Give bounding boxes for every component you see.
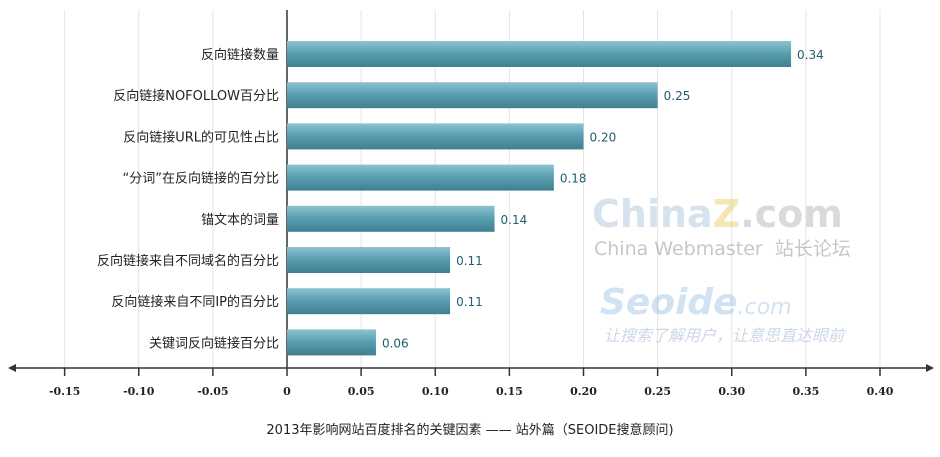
x-tick-label: 0.05 xyxy=(348,385,375,398)
category-label: 关键词反向链接百分比 xyxy=(149,335,279,351)
category-label: “分词”在反向链接的百分比 xyxy=(123,171,279,187)
bar xyxy=(287,123,584,150)
data-label: 0.14 xyxy=(501,213,528,227)
bar xyxy=(287,82,658,109)
data-label: 0.34 xyxy=(797,48,824,62)
x-tick-label: -0.15 xyxy=(49,385,80,398)
chinaz-watermark-sub: China Webmaster 站长论坛 xyxy=(594,238,851,260)
x-tick-label: 0 xyxy=(283,385,291,398)
category-label: 反向链接URL的可见性占比 xyxy=(123,129,279,145)
data-label: 0.20 xyxy=(590,130,617,144)
bar xyxy=(287,247,451,273)
x-tick-label: 0.10 xyxy=(422,385,449,398)
x-tick-label: 0.35 xyxy=(792,385,819,398)
seoide-watermark: Seoide.com xyxy=(600,282,792,323)
x-tick-label: -0.10 xyxy=(123,385,155,398)
data-label: 0.06 xyxy=(382,336,409,350)
x-axis-right-arrow xyxy=(926,364,934,372)
chart-title: 2013年影响网站百度排名的关键因素 —— 站外篇（SEOIDE搜意顾问) xyxy=(266,423,674,438)
category-label: 锚文本的词量 xyxy=(201,212,279,228)
x-tick-label: -0.05 xyxy=(197,385,228,398)
bar xyxy=(287,288,451,315)
x-tick-label: 0.15 xyxy=(496,385,523,398)
x-tick-label: 0.40 xyxy=(867,385,894,398)
chinaz-watermark: ChinaZ.com xyxy=(592,192,843,236)
data-label: 0.11 xyxy=(456,295,483,309)
x-tick-label: 0.30 xyxy=(718,385,745,398)
data-label: 0.11 xyxy=(456,254,483,268)
x-tick-label: 0.25 xyxy=(644,385,671,398)
bar xyxy=(287,164,554,191)
x-axis-left-arrow xyxy=(8,364,16,372)
x-tick-label: 0.20 xyxy=(570,385,597,398)
seoide-watermark-sub: 让搜索了解用户，让意思直达眼前 xyxy=(604,326,845,345)
data-label: 0.18 xyxy=(560,172,587,186)
bar xyxy=(287,41,792,67)
category-label: 反向链接数量 xyxy=(201,47,279,63)
data-label: 0.25 xyxy=(664,89,691,103)
category-label: 反向链接来自不同IP的百分比 xyxy=(111,294,279,310)
category-label: 反向链接来自不同域名的百分比 xyxy=(97,253,279,269)
bar xyxy=(287,329,376,356)
category-label: 反向链接NOFOLLOW百分比 xyxy=(113,88,279,104)
bar xyxy=(287,205,495,232)
